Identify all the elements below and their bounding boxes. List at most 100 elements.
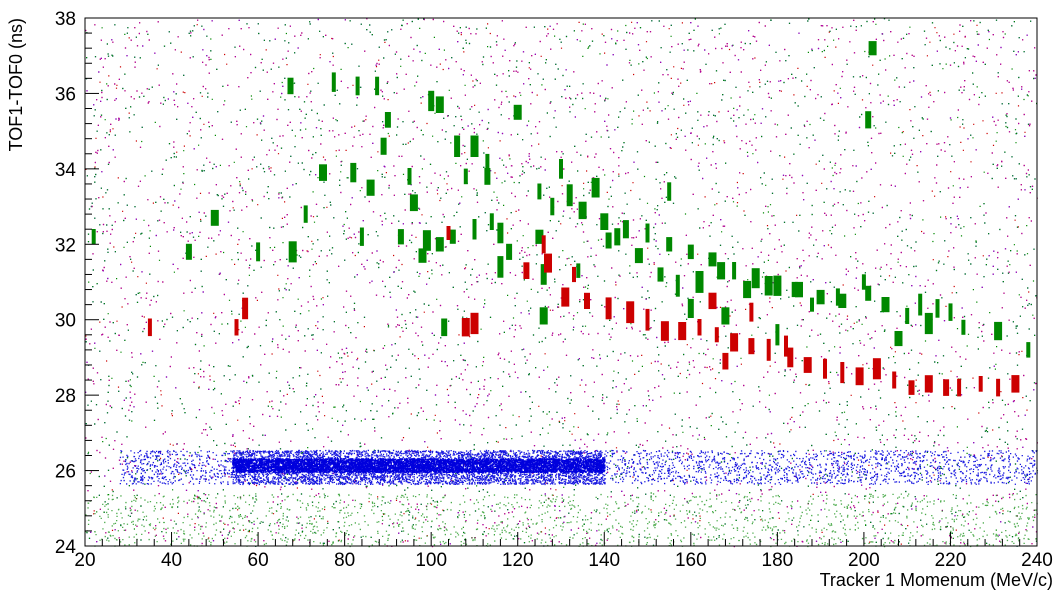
- mark-series-1-point-86: [380, 137, 387, 155]
- mark-series-2-point-24: [840, 362, 845, 384]
- mark-series-2-point-10: [584, 292, 590, 309]
- mark-series-2-point-11: [605, 297, 612, 320]
- mark-series-1-point-48: [449, 229, 456, 244]
- band-core-series-3: [232, 458, 606, 474]
- mark-series-1-point-54: [576, 263, 581, 278]
- mark-series-2-point-39: [722, 352, 729, 370]
- mark-series-1-point-1: [287, 77, 294, 95]
- mark-series-2-point-27: [892, 371, 897, 389]
- mark-series-1-point-77: [539, 307, 548, 325]
- mark-series-1-point-84: [407, 168, 412, 185]
- mark-series-1-point-34: [961, 319, 966, 335]
- mark-series-1-point-72: [667, 182, 672, 201]
- mark-series-1-point-56: [634, 248, 643, 264]
- mark-series-2-point-26: [872, 358, 881, 380]
- mark-series-2-point-33: [996, 378, 1001, 397]
- mark-series-1-point-11: [484, 168, 491, 185]
- mark-series-1-point-46: [418, 248, 427, 263]
- mark-series-1-point-51: [506, 243, 513, 260]
- mark-series-1-point-14: [550, 197, 555, 216]
- mark-series-1-point-59: [695, 271, 704, 293]
- mark-series-1-point-9: [485, 153, 490, 169]
- mark-series-2-point-19: [748, 338, 755, 355]
- dot-bands-layer: [85, 449, 1038, 548]
- x-tick-label-20: 20: [74, 550, 95, 571]
- mark-series-1-point-79: [687, 298, 694, 318]
- mark-series-1-point-68: [865, 111, 872, 129]
- mark-series-2-point-12: [626, 301, 635, 324]
- mark-series-1-point-81: [775, 324, 780, 346]
- mark-series-1-point-25: [773, 275, 782, 296]
- y-tick-label-28: 28: [55, 386, 76, 407]
- mark-series-1-point-78: [591, 177, 600, 198]
- mark-series-1-point-44: [359, 227, 364, 246]
- band-series-4: [85, 493, 1038, 548]
- mark-series-1-point-16: [578, 201, 587, 220]
- mark-series-2-point-2: [234, 319, 239, 336]
- mark-series-1-point-23: [732, 262, 737, 280]
- mark-series-1-point-13: [537, 183, 542, 200]
- mark-series-2-point-18: [730, 333, 739, 352]
- mark-series-1-point-60: [717, 262, 726, 280]
- y-axis-title: TOF1-TOF0 (ns): [6, 18, 26, 151]
- y-tick-label-32: 32: [55, 235, 76, 256]
- mark-series-2-point-5: [461, 318, 470, 337]
- mark-series-2-point-36: [708, 292, 717, 310]
- mark-series-2-point-15: [678, 322, 687, 341]
- mark-series-2-point-17: [714, 327, 719, 343]
- mark-series-1-point-17: [600, 213, 609, 230]
- mark-series-2-point-35: [749, 302, 754, 322]
- mark-series-1-point-6: [428, 90, 435, 112]
- mark-series-1-point-61: [743, 280, 752, 299]
- x-tick-label-240: 240: [1021, 550, 1053, 571]
- mark-series-1-point-43: [366, 179, 375, 196]
- x-tick-label-200: 200: [848, 550, 880, 571]
- mark-series-1-point-82: [894, 331, 903, 347]
- mark-series-2-point-29: [924, 375, 933, 393]
- mark-series-1-point-7: [470, 135, 479, 157]
- mark-series-2-point-9: [572, 266, 576, 283]
- mark-series-1-point-27: [816, 289, 825, 305]
- mark-series-1-point-88: [422, 230, 431, 251]
- mark-series-2-point-3: [242, 297, 249, 320]
- band-series-3: [119, 449, 1038, 486]
- mark-series-2-point-37: [541, 235, 546, 254]
- mark-series-1-point-8: [454, 135, 461, 157]
- mark-series-1-point-2: [331, 72, 336, 92]
- mark-series-1-point-42: [350, 162, 357, 183]
- x-tick-label-60: 60: [248, 550, 269, 571]
- x-tick-label-180: 180: [762, 550, 794, 571]
- mark-series-1-point-89: [489, 213, 494, 230]
- mark-series-1-point-85: [384, 112, 391, 128]
- mark-series-1-point-62: [764, 276, 773, 296]
- mark-series-1-point-33: [948, 303, 953, 321]
- x-tick-label-220: 220: [935, 550, 967, 571]
- y-tick-label-34: 34: [55, 160, 77, 181]
- mark-series-1-point-12: [463, 168, 468, 185]
- mark-series-1-point-19: [645, 223, 650, 243]
- mark-series-1-point-40: [303, 205, 308, 223]
- x-tick-label-80: 80: [334, 550, 355, 571]
- mark-series-1-point-35: [994, 321, 1003, 341]
- mark-series-1-point-37: [210, 209, 219, 226]
- mark-series-1-point-74: [91, 229, 96, 245]
- mark-series-2-point-32: [978, 376, 983, 392]
- mark-series-1-point-87: [409, 194, 418, 212]
- mark-series-1-point-52: [535, 229, 544, 244]
- mark-series-1-point-57: [657, 267, 664, 282]
- mark-series-1-point-53: [540, 264, 547, 285]
- mark-series-1-point-75: [441, 318, 448, 337]
- mark-series-1-point-24: [751, 268, 760, 289]
- mark-series-2-point-21: [787, 347, 794, 368]
- mark-series-2-point-34: [1011, 375, 1020, 393]
- mark-series-1-point-50: [497, 222, 504, 244]
- mark-series-2-point-28: [908, 380, 915, 395]
- mark-series-1-point-55: [614, 228, 621, 246]
- mark-series-1-point-3: [355, 76, 360, 96]
- mark-series-2-point-8: [544, 253, 552, 273]
- mark-series-1-point-28: [838, 293, 847, 308]
- axes-layer: 20 40 60 80 100 120 140 160 180 200 220 240 24 26 28 30…: [55, 9, 1053, 571]
- mark-series-2-point-14: [660, 321, 669, 341]
- mark-series-1-point-83: [918, 293, 923, 316]
